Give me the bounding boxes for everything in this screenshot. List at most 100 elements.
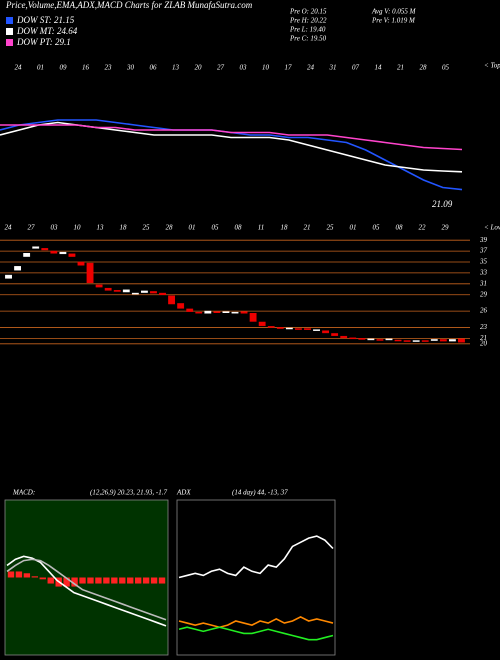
date-label: 09 xyxy=(60,64,68,72)
date-label: 27 xyxy=(28,224,36,232)
date-label: 21 xyxy=(304,224,311,232)
date-label: 03 xyxy=(51,224,59,232)
panel-subtitle: (14 day) 44, -13, 37 xyxy=(232,489,288,497)
histogram-bar xyxy=(71,577,78,587)
date-label: 05 xyxy=(442,64,450,72)
stat: Pre H: 20.22 xyxy=(289,17,327,25)
y-tick-label: 35 xyxy=(479,258,488,266)
candle xyxy=(77,261,85,266)
date-label: 28 xyxy=(166,224,174,232)
date-label: 28 xyxy=(420,64,428,72)
candle xyxy=(231,311,239,314)
date-label: 14 xyxy=(375,64,383,72)
candle xyxy=(222,311,230,313)
histogram-bar xyxy=(158,577,166,584)
date-label: 18 xyxy=(120,224,128,232)
candle xyxy=(376,339,384,341)
stat: Pre C: 19.50 xyxy=(289,35,327,43)
stat: Pre L: 19.40 xyxy=(289,26,326,34)
candle xyxy=(186,308,194,312)
candle xyxy=(195,311,203,314)
candle xyxy=(59,251,67,255)
candle xyxy=(150,291,157,294)
histogram-bar xyxy=(103,577,110,584)
legend-label: DOW ST: 21.15 xyxy=(16,15,75,25)
stat: Pre O: 20.15 xyxy=(289,8,327,16)
panel-title: MACD: xyxy=(12,489,35,497)
candle xyxy=(140,290,148,293)
candle xyxy=(213,311,221,313)
candle xyxy=(68,253,76,257)
date-label: 01 xyxy=(189,224,196,232)
date-label: 08 xyxy=(235,224,243,232)
date-label: 16 xyxy=(82,64,90,72)
date-label: 25 xyxy=(143,224,151,232)
candle xyxy=(403,340,411,342)
candle xyxy=(349,337,357,340)
date-label: 24 xyxy=(15,64,23,72)
date-label: 08 xyxy=(396,224,404,232)
y-tick-label: 26 xyxy=(480,307,488,315)
last-price: 21.09 xyxy=(432,199,453,209)
candle xyxy=(367,338,375,341)
candle xyxy=(430,339,438,341)
candle xyxy=(458,338,465,343)
panel-title: ADX xyxy=(176,489,191,497)
candle xyxy=(294,328,302,330)
date-label: 07 xyxy=(352,64,360,72)
candle xyxy=(249,313,257,322)
date-label: 05 xyxy=(373,224,381,232)
candle xyxy=(394,339,402,342)
y-tick-label: 20 xyxy=(480,339,488,347)
histogram-bar xyxy=(79,577,86,584)
y-tick-label: 31 xyxy=(479,279,487,287)
stat: Avg V: 0.055 M xyxy=(371,8,417,16)
series-line xyxy=(178,535,334,579)
series-line xyxy=(178,626,334,641)
note: < Lows xyxy=(484,224,500,232)
y-tick-label: 21 xyxy=(480,334,487,342)
date-label: 22 xyxy=(419,224,427,232)
date-label: 21 xyxy=(397,64,404,72)
date-label: 29 xyxy=(442,224,450,232)
candle xyxy=(5,274,12,279)
candle xyxy=(168,295,176,305)
candle xyxy=(448,339,456,342)
histogram-bar xyxy=(134,577,142,584)
candle xyxy=(412,340,420,342)
date-label: 06 xyxy=(150,64,158,72)
date-label: 01 xyxy=(37,64,44,72)
histogram-bar xyxy=(111,577,118,584)
candle xyxy=(14,266,22,271)
candle xyxy=(313,329,320,331)
series-line xyxy=(0,119,463,191)
date-label: 13 xyxy=(97,224,105,232)
stat: Pre V: 1.019 M xyxy=(371,17,416,25)
candle xyxy=(41,248,49,251)
histogram-bar xyxy=(87,577,94,584)
date-label: 18 xyxy=(281,224,289,232)
date-label: 25 xyxy=(327,224,335,232)
series-line xyxy=(0,124,463,151)
histogram-bar xyxy=(127,577,134,584)
candle xyxy=(204,310,212,314)
candle xyxy=(32,246,40,249)
series-line xyxy=(178,615,334,629)
candle xyxy=(177,303,185,309)
date-label: 30 xyxy=(126,64,135,72)
legend-swatch xyxy=(6,28,13,35)
y-tick-label: 33 xyxy=(479,269,488,277)
candle xyxy=(358,338,366,340)
legend-label: DOW PT: 29.1 xyxy=(16,37,71,47)
histogram-bar xyxy=(119,577,126,584)
chart-title: Price,Volume,EMA,ADX,MACD Charts for ZLA… xyxy=(5,0,253,10)
histogram-bar xyxy=(150,577,158,584)
histogram-bar xyxy=(95,577,102,584)
histogram-bar xyxy=(142,577,150,584)
y-tick-label: 37 xyxy=(479,247,488,255)
series-line xyxy=(6,558,167,621)
candle xyxy=(122,289,130,293)
date-label: 20 xyxy=(195,64,203,72)
histogram-bar xyxy=(15,571,23,578)
candle xyxy=(267,326,275,328)
